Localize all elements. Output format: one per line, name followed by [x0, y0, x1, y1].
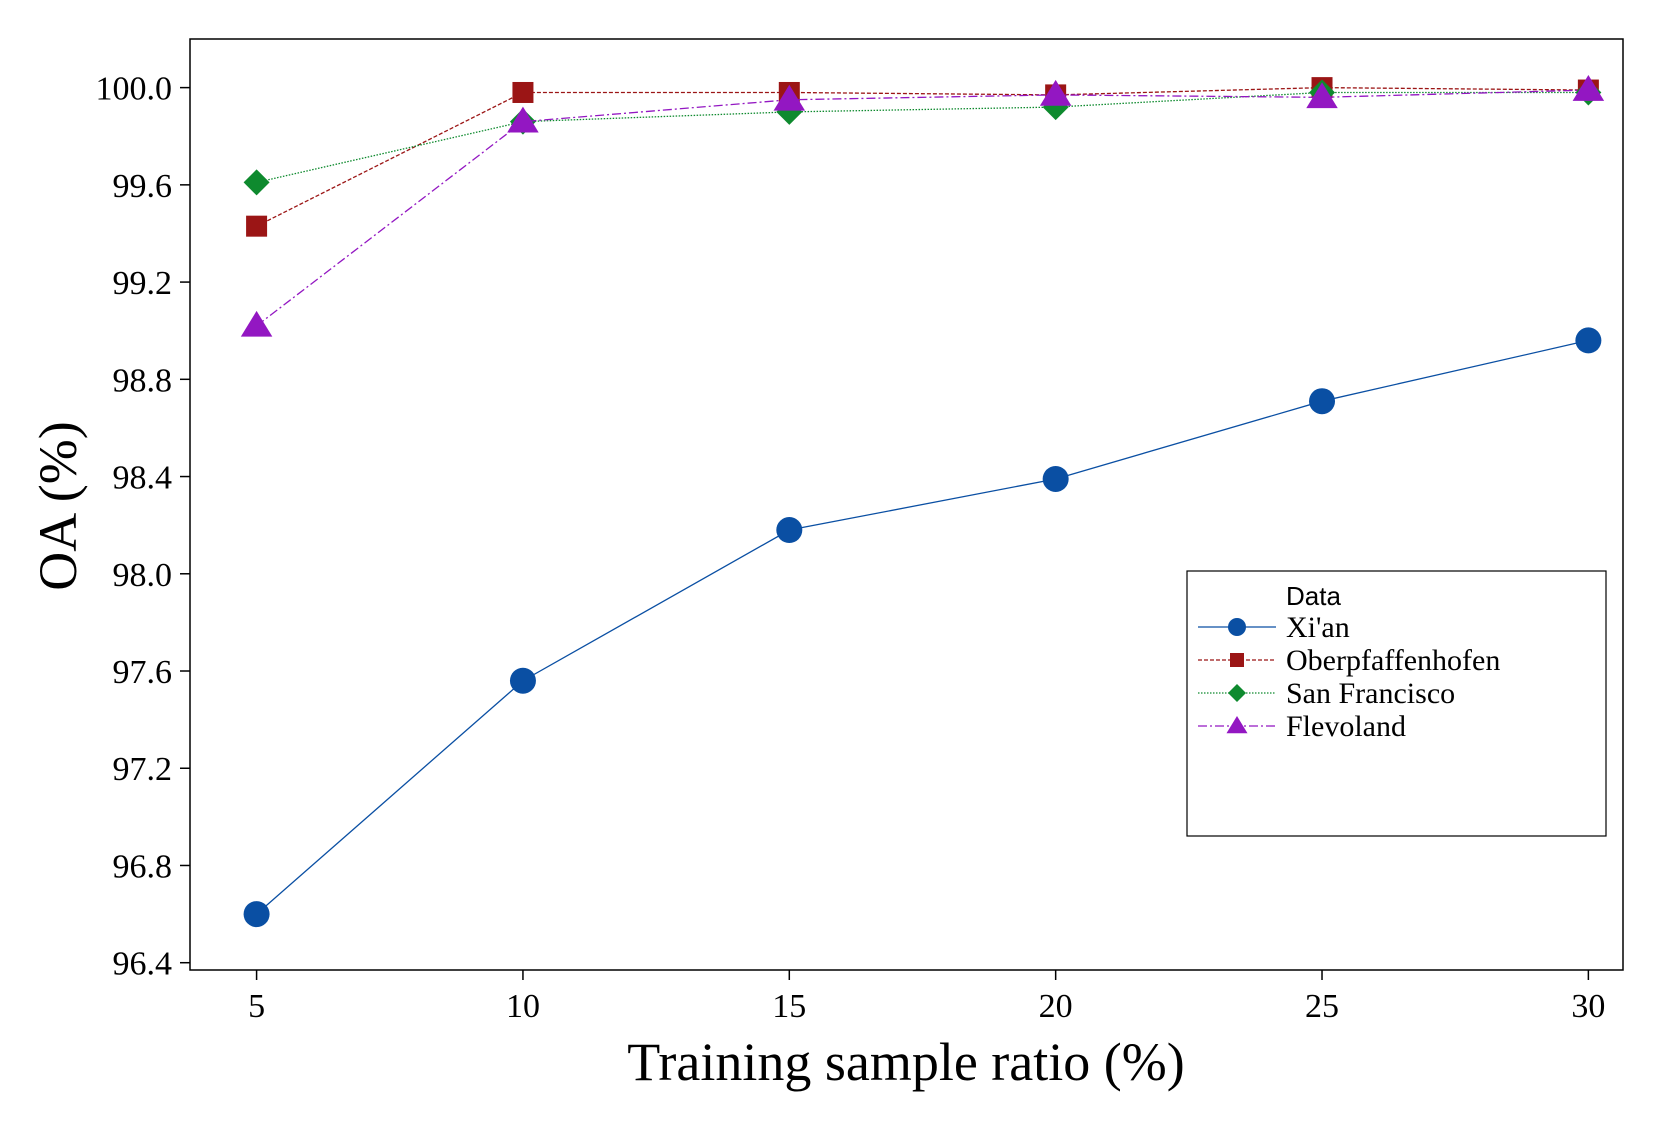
data-point-flevoland [1306, 82, 1338, 109]
legend-item-flevoland: Flevoland [1198, 710, 1406, 743]
legend-title: Data [1286, 581, 1341, 611]
y-axis-title: OA (%) [28, 421, 88, 590]
x-tick-label: 10 [506, 988, 540, 1025]
x-tick-label: 30 [1571, 988, 1605, 1025]
data-point-xi-an [243, 901, 270, 928]
y-tick-label: 96.4 [113, 946, 173, 983]
series-oberpfaffenhofen [246, 77, 1599, 237]
y-tick-label: 99.2 [113, 265, 173, 302]
series-line-oberpfaffenhofen [256, 86, 1589, 227]
data-point-san-francisco [243, 169, 270, 196]
y-axis: 96.4 96.8 97.2 97.6 98.0 98.4 98.8 99.2 99.6 100.… [96, 71, 190, 983]
x-tick-label: 25 [1305, 988, 1339, 1025]
y-tick-label: 97.2 [113, 751, 173, 788]
data-point-flevoland [1039, 79, 1072, 106]
legend-marker-xi-an [1228, 618, 1246, 636]
x-axis-title: Training sample ratio (%) [627, 1032, 1184, 1092]
series-flevoland [240, 75, 1605, 337]
y-tick-label: 98.8 [113, 362, 173, 399]
legend-label: Xi'an [1286, 611, 1350, 644]
x-axis: 5 10 15 20 25 30 [248, 970, 1605, 1025]
x-tick-label: 20 [1039, 988, 1073, 1025]
plot-frame [189, 38, 1624, 971]
data-point-flevoland [507, 106, 539, 133]
legend-marker-flevoland [1226, 716, 1248, 734]
y-tick-label: 97.6 [113, 654, 173, 691]
series-line-flevoland [256, 89, 1589, 327]
series-line-xi-an [256, 339, 1589, 915]
legend-box [1186, 570, 1607, 837]
x-tick-label: 5 [248, 988, 265, 1025]
y-tick-label: 96.8 [113, 848, 173, 885]
data-point-xi-an [1575, 327, 1602, 354]
series-line-san-francisco [256, 91, 1589, 184]
x-tick-label: 15 [772, 988, 806, 1025]
series-xi-an [243, 327, 1602, 928]
data-point-oberpfaffenhofen [246, 215, 268, 237]
data-point-xi-an [509, 667, 536, 694]
legend-marker-san-francisco [1228, 684, 1246, 702]
legend-label: Flevoland [1286, 710, 1406, 743]
data-point-oberpfaffenhofen [512, 81, 534, 103]
y-tick-label: 100.0 [96, 71, 173, 108]
legend-item-san-francisco: San Francisco [1198, 677, 1455, 710]
legend-label: San Francisco [1286, 677, 1455, 710]
data-point-flevoland [1572, 75, 1605, 101]
data-point-flevoland [240, 310, 273, 337]
y-tick-label: 99.6 [113, 168, 173, 205]
legend-label: Oberpfaffenhofen [1286, 644, 1500, 677]
legend-item-xi-an: Xi'an [1198, 611, 1350, 644]
data-point-flevoland [773, 84, 806, 111]
legend-marker-oberpfaffenhofen [1230, 653, 1244, 667]
y-tick-label: 98.4 [113, 460, 173, 497]
series-layer [240, 75, 1605, 928]
data-point-xi-an [1042, 465, 1069, 492]
data-point-xi-an [776, 517, 803, 544]
y-tick-label: 98.0 [113, 557, 173, 594]
legend-item-oberpfaffenhofen: Oberpfaffenhofen [1198, 644, 1500, 677]
data-point-xi-an [1309, 388, 1336, 415]
